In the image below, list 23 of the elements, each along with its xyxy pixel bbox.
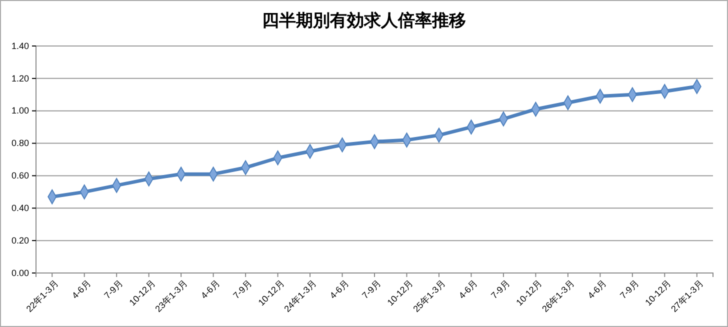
chart-title: 四半期別有効求人倍率推移 <box>262 11 466 31</box>
x-tick-label: 25年1-3月 <box>411 278 448 314</box>
y-tick-label: 0.40 <box>11 203 29 214</box>
x-tick-label: 7-9月 <box>360 278 383 301</box>
y-tick-label: 0.00 <box>11 268 29 278</box>
x-tick-label: 7-9月 <box>489 278 512 301</box>
y-tick-label: 0.80 <box>11 138 29 148</box>
x-tick-label: 22年1-3月 <box>24 278 60 314</box>
x-tick-label: 4-6月 <box>198 278 222 301</box>
x-tick-label: 7-9月 <box>231 278 254 301</box>
y-tick-label: 1.20 <box>11 73 29 84</box>
y-tick-label: 0.20 <box>11 235 29 246</box>
x-tick-label: 7-9月 <box>618 278 641 301</box>
x-tick-label: 4-6月 <box>70 278 93 301</box>
x-tick-label: 26年1-3月 <box>540 278 576 314</box>
x-tick-label: 27年1-3月 <box>669 278 706 314</box>
x-tick-label: 4-6月 <box>586 278 608 301</box>
y-tick-label: 1.40 <box>11 40 29 51</box>
x-tick-label: 7-9月 <box>102 278 125 301</box>
y-tick-label: 0.60 <box>11 170 29 181</box>
x-tick-label: 4-6月 <box>456 278 480 301</box>
y-tick-label: 1.00 <box>11 106 29 116</box>
x-tick-label: 4-6月 <box>328 278 351 301</box>
